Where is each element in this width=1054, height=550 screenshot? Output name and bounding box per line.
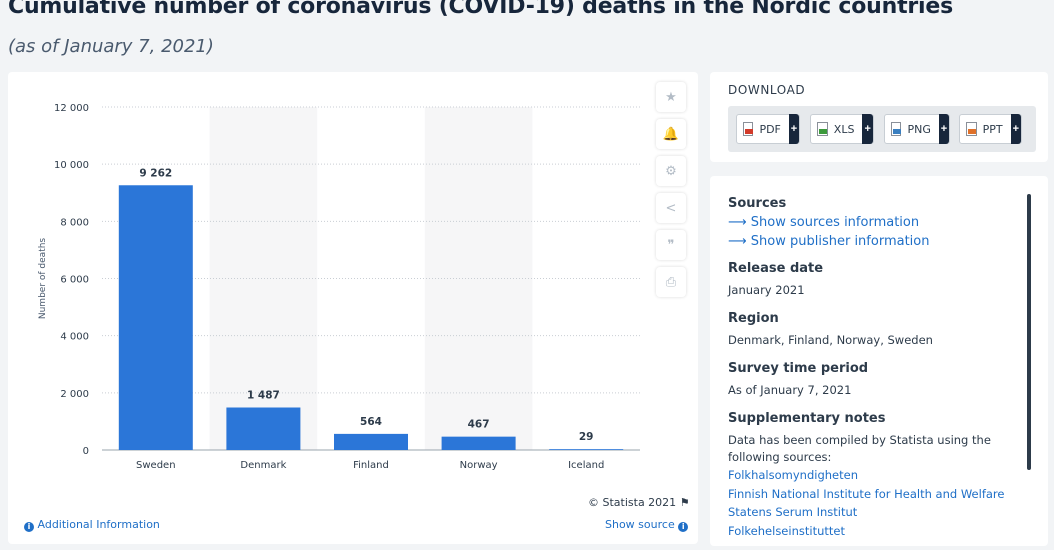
download-title: DOWNLOAD bbox=[728, 83, 806, 97]
ppt-icon bbox=[966, 122, 977, 136]
data-label: 467 bbox=[468, 419, 490, 431]
y-tick-label: 0 bbox=[83, 446, 89, 457]
quote-icon[interactable]: ❞ bbox=[656, 230, 686, 260]
data-label: 9 262 bbox=[139, 167, 172, 179]
region-heading: Region bbox=[728, 311, 779, 326]
x-tick-label: Denmark bbox=[240, 460, 286, 471]
bar bbox=[226, 407, 301, 450]
x-tick-label: Sweden bbox=[136, 460, 176, 471]
copyright-text: © Statista 2021 bbox=[588, 496, 677, 509]
show-sources-label: Show sources information bbox=[750, 215, 920, 230]
y-axis-label: Number of deaths bbox=[38, 238, 48, 320]
bell-icon[interactable]: 🔔 bbox=[656, 119, 686, 149]
download-xls-button[interactable]: XLS + bbox=[810, 114, 874, 144]
show-publisher-link[interactable]: ⟶ Show publisher information bbox=[728, 234, 1028, 249]
download-xls-label: XLS bbox=[833, 122, 855, 136]
plot-band bbox=[424, 107, 533, 450]
plus-icon: + bbox=[862, 114, 873, 144]
download-pdf-button[interactable]: PDF + bbox=[736, 114, 800, 144]
y-tick-label: 10 000 bbox=[54, 160, 89, 171]
info-icon: i bbox=[678, 522, 689, 532]
x-tick-label: Finland bbox=[353, 460, 389, 471]
notes-heading: Supplementary notes bbox=[728, 411, 886, 426]
page-title: Cumulative number of coronavirus (COVID-… bbox=[8, 0, 953, 19]
note-source-link[interactable]: Statens Serum Institut bbox=[728, 505, 858, 519]
release-section: Release date January 2021 bbox=[728, 261, 1028, 299]
scrollbar[interactable] bbox=[1027, 194, 1031, 470]
download-ppt-label: PPT bbox=[982, 122, 1003, 136]
release-heading: Release date bbox=[728, 261, 824, 276]
notes-section: Supplementary notes Data has been compil… bbox=[728, 411, 1028, 540]
gear-icon[interactable]: ⚙ bbox=[656, 156, 686, 186]
bar bbox=[549, 449, 624, 450]
release-value: January 2021 bbox=[728, 283, 805, 297]
y-tick-label: 6 000 bbox=[60, 275, 89, 286]
survey-heading: Survey time period bbox=[728, 361, 869, 376]
plus-icon: + bbox=[788, 114, 799, 144]
sources-section: Sources ⟶ Show sources information ⟶ Sho… bbox=[728, 196, 1028, 249]
data-label: 29 bbox=[579, 431, 594, 443]
chart-card: 0 2 000 4 000 6 000 8 000 10 000 12 000 Number … bbox=[8, 72, 698, 544]
note-source-link[interactable]: Finnish National Institute for Health an… bbox=[728, 486, 1005, 501]
pdf-icon bbox=[743, 122, 754, 136]
plus-icon: + bbox=[938, 114, 949, 144]
download-png-button[interactable]: PNG + bbox=[884, 114, 950, 144]
survey-section: Survey time period As of January 7, 2021 bbox=[728, 361, 1028, 399]
additional-info-label: Additional Information bbox=[37, 518, 160, 531]
arrow-right-icon: ⟶ bbox=[728, 215, 747, 230]
y-tick-label: 8 000 bbox=[60, 217, 89, 228]
page-subtitle: (as of January 7, 2021) bbox=[8, 36, 214, 57]
bar bbox=[441, 436, 516, 450]
star-icon[interactable]: ★ bbox=[656, 82, 686, 112]
sources-heading: Sources bbox=[728, 196, 787, 211]
show-sources-link[interactable]: ⟶ Show sources information bbox=[728, 215, 1028, 230]
x-tick-label: Norway bbox=[460, 460, 498, 471]
note-source-link[interactable]: Folkhalsomyndigheten bbox=[728, 468, 858, 482]
bar-chart: 0 2 000 4 000 6 000 8 000 10 000 12 000 Number … bbox=[38, 103, 640, 471]
x-tick-label: Iceland bbox=[568, 460, 604, 471]
download-ppt-button[interactable]: PPT + bbox=[959, 114, 1022, 144]
download-buttons: PDF + XLS + PNG + PPT + bbox=[728, 106, 1036, 152]
y-tick-label: 12 000 bbox=[54, 103, 89, 114]
plot-band bbox=[209, 107, 318, 450]
y-tick-label: 2 000 bbox=[60, 389, 89, 400]
bar bbox=[334, 433, 408, 450]
info-icon: i bbox=[24, 522, 34, 532]
additional-info-link[interactable]: i Additional Information bbox=[24, 518, 160, 532]
region-value: Denmark, Finland, Norway, Sweden bbox=[728, 333, 933, 347]
print-icon[interactable]: ⎙ bbox=[656, 267, 686, 297]
xls-icon bbox=[817, 122, 828, 136]
show-source-label: Show source bbox=[605, 518, 675, 531]
data-label: 564 bbox=[360, 416, 382, 428]
bar bbox=[118, 185, 193, 450]
survey-value: As of January 7, 2021 bbox=[728, 383, 852, 397]
download-panel: DOWNLOAD PDF + XLS + PNG + PPT + bbox=[710, 72, 1048, 162]
y-tick-label: 4 000 bbox=[60, 332, 89, 343]
arrow-right-icon: ⟶ bbox=[728, 234, 747, 249]
png-icon bbox=[891, 122, 902, 136]
region-section: Region Denmark, Finland, Norway, Sweden bbox=[728, 311, 1028, 349]
note-source-link[interactable]: Folkehelseinstituttet bbox=[728, 523, 845, 538]
flag-icon[interactable]: ⚑ bbox=[679, 496, 690, 509]
share-icon[interactable]: < bbox=[656, 193, 686, 223]
show-publisher-label: Show publisher information bbox=[750, 234, 930, 249]
show-source-link[interactable]: Show source i bbox=[605, 518, 689, 532]
info-panel: Sources ⟶ Show sources information ⟶ Sho… bbox=[710, 176, 1048, 546]
chart-toolbar: ★ 🔔 ⚙ < ❞ ⎙ bbox=[656, 82, 688, 304]
download-pdf-label: PDF bbox=[759, 122, 781, 136]
copyright: © Statista 2021 ⚑ bbox=[588, 496, 690, 509]
download-png-label: PNG bbox=[907, 122, 931, 136]
plus-icon: + bbox=[1010, 114, 1021, 144]
data-label: 1 487 bbox=[247, 389, 280, 401]
notes-text: Data has been compiled by Statista using… bbox=[728, 433, 991, 464]
